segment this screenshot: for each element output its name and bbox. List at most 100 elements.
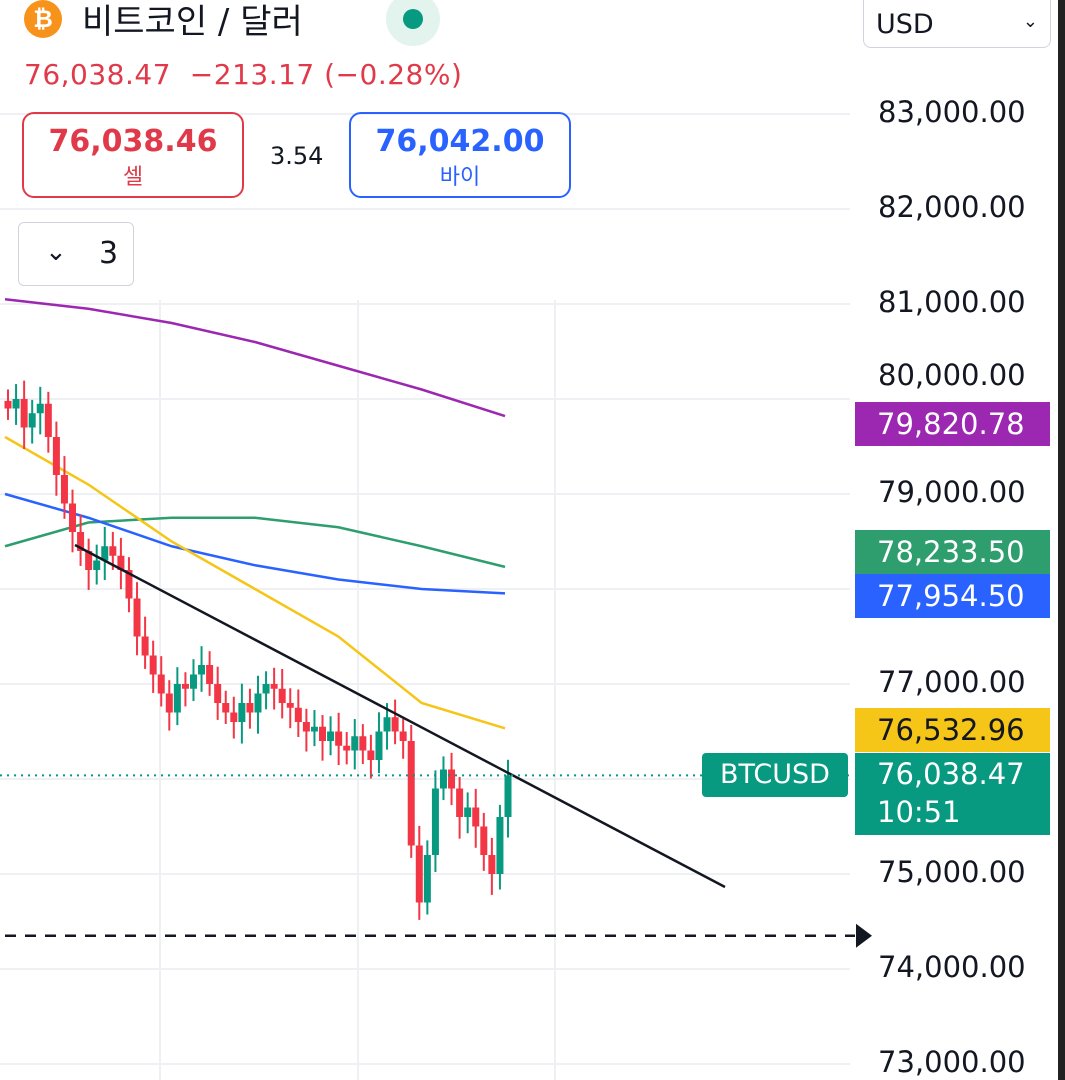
candle-body	[278, 688, 286, 703]
candle-body	[391, 717, 399, 732]
candle-body	[77, 532, 85, 551]
candle-body	[101, 546, 109, 561]
indicators-toggle[interactable]: ⌄ 3	[18, 222, 134, 286]
candle-body	[157, 674, 165, 694]
arrow-icon	[856, 923, 872, 948]
currency-select[interactable]: USD ⌄	[863, 0, 1051, 48]
candle-body	[198, 665, 206, 675]
candle-body	[173, 684, 181, 713]
currency-value: USD	[876, 9, 934, 40]
candle-body	[407, 741, 415, 846]
candle-body	[133, 598, 141, 637]
candle-body	[439, 769, 447, 789]
candle-body	[206, 665, 214, 684]
candle-body	[238, 703, 246, 722]
buy-label: 바이	[439, 165, 481, 190]
candle-body	[488, 855, 496, 874]
candle-body	[165, 693, 173, 713]
candle-body	[4, 400, 12, 409]
indicator-count: 3	[99, 236, 119, 271]
candle-body	[28, 413, 36, 428]
candle-body	[230, 712, 238, 722]
candle-body	[375, 731, 383, 760]
candle-body	[69, 503, 77, 532]
candle-body	[496, 817, 504, 874]
y-tick-label: 74,000.00	[878, 950, 1026, 984]
countdown: 10:51	[877, 795, 961, 830]
last-price: 76,038.47	[877, 757, 1025, 792]
symbol-title[interactable]: 비트코인 / 달러	[82, 2, 303, 42]
candle-body	[319, 726, 327, 741]
candle-body	[117, 555, 125, 570]
candle-body	[85, 551, 93, 570]
candle-body	[181, 684, 189, 689]
candle-body	[367, 750, 375, 760]
chevron-down-icon: ⌄	[1022, 11, 1038, 32]
last-price-tag: 76,038.47 10:51	[855, 753, 1050, 836]
candle-body	[464, 807, 472, 817]
moving-average-line	[4, 298, 506, 418]
candle-body	[294, 707, 302, 722]
candle-body	[141, 636, 149, 656]
candle-body	[504, 775, 512, 817]
candle-body	[149, 655, 157, 675]
candle-body	[189, 674, 197, 689]
candle-body	[327, 731, 335, 741]
y-tick-label: 79,000.00	[878, 475, 1026, 509]
candle-body	[415, 845, 423, 903]
y-tick-label: 81,000.00	[878, 285, 1026, 319]
candle-body	[343, 745, 351, 751]
candle-body	[302, 722, 310, 732]
candle-body	[44, 403, 52, 437]
y-tick-label: 83,000.00	[878, 95, 1026, 129]
ma-price-tag: 78,233.50	[855, 530, 1050, 574]
chevron-down-icon: ⌄	[45, 237, 67, 267]
y-tick-label: 73,000.00	[878, 1045, 1026, 1079]
candle-body	[93, 560, 101, 570]
y-tick-label: 80,000.00	[878, 358, 1026, 392]
candle-body	[423, 855, 431, 903]
candle-body	[431, 788, 439, 855]
candle-body	[36, 403, 44, 414]
sell-button[interactable]: 76,038.46 셀	[22, 112, 244, 198]
market-open-indicator	[386, 0, 440, 46]
price-change: 76,038.47 −213.17 (−0.28%)	[24, 58, 463, 91]
candle-body	[359, 736, 367, 751]
buy-price: 76,042.00	[375, 124, 545, 159]
symbol-tag: BTCUSD	[702, 753, 848, 798]
candle-body	[448, 769, 456, 789]
candle-body	[335, 731, 343, 746]
candle-body	[60, 475, 68, 504]
moving-average-line	[4, 516, 506, 569]
y-tick-label: 75,000.00	[878, 855, 1026, 889]
candle-body	[20, 399, 28, 428]
moving-average-line	[4, 492, 506, 595]
buy-button[interactable]: 76,042.00 바이	[349, 112, 571, 198]
candle-body	[262, 684, 270, 694]
candle-body	[52, 437, 60, 475]
candle-body	[254, 693, 262, 713]
y-tick-label: 82,000.00	[878, 190, 1026, 224]
candle-body	[109, 546, 117, 556]
candle-body	[351, 736, 359, 751]
sell-price: 76,038.46	[48, 124, 218, 159]
candle-body	[270, 684, 278, 689]
candle-body	[246, 703, 254, 713]
screen-edge	[1058, 0, 1065, 1080]
spread: 3.54	[270, 142, 324, 170]
candle-body	[383, 717, 391, 732]
y-tick-label: 77,000.00	[878, 665, 1026, 699]
ma-price-tag: 79,820.78	[855, 402, 1050, 446]
ma-price-tag: 76,532.96	[855, 708, 1050, 752]
moving-average-line	[4, 435, 506, 730]
sell-label: 셀	[122, 165, 144, 190]
candle-body	[310, 726, 318, 732]
candle-body	[12, 399, 20, 409]
bitcoin-icon: ₿	[24, 0, 62, 38]
candle-body	[222, 703, 230, 713]
ma-price-tag: 77,954.50	[855, 574, 1050, 618]
candle-body	[456, 788, 464, 817]
candle-body	[472, 807, 480, 827]
candle-body	[286, 703, 294, 708]
